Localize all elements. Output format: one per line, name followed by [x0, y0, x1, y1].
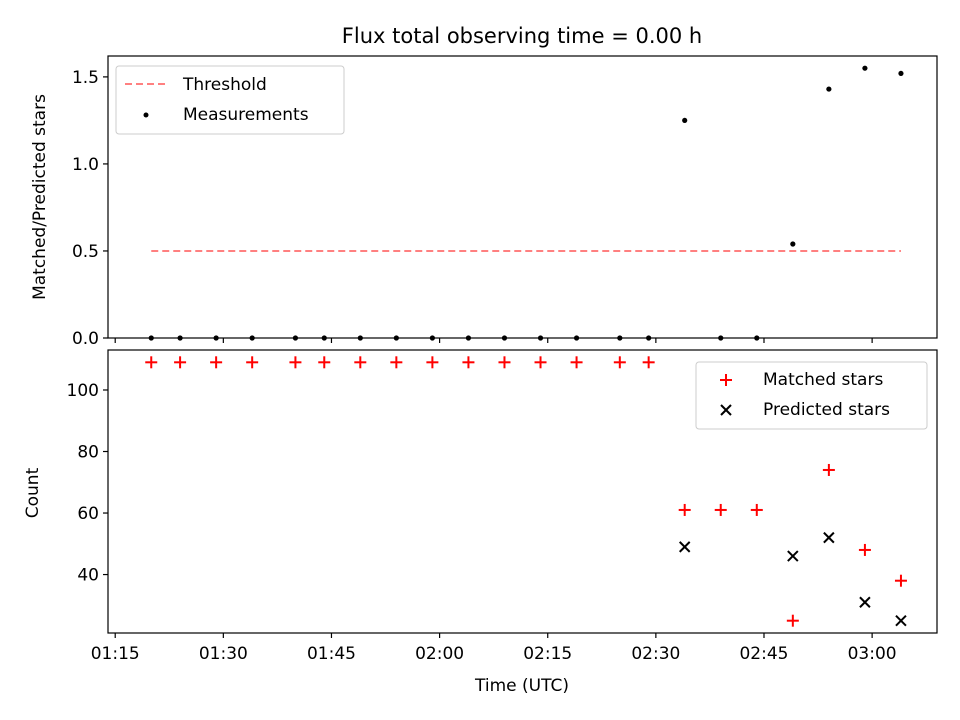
predicted-star-point [678, 541, 691, 553]
legend-matched-label: Matched stars [763, 370, 883, 390]
predicted-star-point [787, 550, 799, 562]
measurement-point [646, 335, 652, 341]
matched-star-point [498, 356, 511, 369]
measurement-point [429, 335, 435, 341]
matched-star-point [534, 356, 547, 369]
x-tick-label: 03:00 [848, 644, 897, 664]
predicted-star-point [823, 531, 835, 544]
top-panel: Matched/Predicted stars 0.0 0.5 1.0 1.5 [30, 55, 938, 349]
measurement-point [393, 335, 399, 341]
legend-predicted-marker [720, 404, 732, 416]
matched-star-point [642, 356, 655, 369]
matched-star-point [786, 614, 799, 627]
matched-star-point [145, 356, 158, 369]
x-tick-label: 02:45 [739, 644, 788, 664]
x-axis-label: Time (UTC) [474, 676, 569, 696]
measurement-point [862, 65, 868, 71]
bottom-y-tick-label: 100 [67, 381, 99, 401]
measurement-point [790, 241, 796, 247]
x-tick-label: 01:45 [307, 644, 356, 664]
bottom-y-tick-label: 40 [77, 566, 99, 586]
top-y-tick-label: 0.5 [72, 242, 99, 262]
legend-matched-marker [720, 374, 732, 386]
matched-star-point [289, 356, 302, 369]
measurement-point [826, 86, 832, 92]
bottom-y-tick-label: 60 [77, 504, 99, 524]
measurement-point [249, 335, 255, 341]
legend-threshold-label: Threshold [182, 75, 267, 95]
top-y-tick-label: 0.0 [72, 329, 99, 349]
bottom-axes-frame [107, 349, 938, 634]
measurement-point [213, 335, 219, 341]
matched-star-point [750, 503, 763, 516]
matched-star-point [246, 356, 259, 369]
matched-star-point [613, 356, 626, 369]
measurement-point [292, 335, 299, 341]
predicted-star-point [895, 614, 907, 627]
matched-star-point [858, 543, 871, 556]
top-y-axis-label: Matched/Predicted stars [30, 94, 50, 300]
chart-title: Flux total observing time = 0.00 h [342, 24, 702, 48]
matched-star-point [210, 356, 223, 369]
bottom-legend-box [695, 361, 928, 430]
x-tick-label: 01:15 [91, 644, 140, 664]
predicted-star-point [859, 596, 871, 608]
measurement-point [465, 335, 472, 341]
measurement-point [682, 117, 688, 124]
legend-predicted-label: Predicted stars [763, 400, 890, 420]
measurement-point [321, 335, 327, 341]
measurement-point [898, 70, 904, 77]
matched-star-point [462, 356, 475, 369]
bottom-y-tick-label: 80 [77, 443, 99, 463]
legend-measurements-marker [143, 112, 149, 118]
x-tick-label: 01:30 [199, 644, 248, 664]
measurement-point [501, 335, 508, 341]
matched-star-point [714, 503, 727, 516]
bottom-panel: Count Time (UTC) 40 60 80 100 01:15 01:30 01:4… [23, 349, 938, 696]
matched-star-point [318, 356, 331, 369]
measurement-point [718, 335, 724, 341]
legend-measurements-label: Measurements [183, 105, 309, 125]
top-legend-box [115, 65, 345, 135]
measurement-point [617, 335, 623, 341]
matched-star-point [174, 356, 187, 369]
x-tick-label: 02:15 [523, 644, 572, 664]
measurement-point [537, 335, 544, 341]
measurement-point [148, 335, 154, 341]
matched-star-point [390, 356, 403, 369]
bottom-legend: Matched stars Predicted stars [695, 361, 928, 430]
matched-star-point [570, 356, 583, 369]
measurement-point [357, 335, 363, 341]
top-axes-frame [107, 55, 938, 339]
matched-star-point [678, 503, 691, 516]
matched-star-point [894, 574, 907, 587]
top-y-tick-label: 1.5 [72, 68, 99, 88]
measurement-point [177, 335, 183, 341]
matched-star-point [822, 463, 835, 476]
x-tick-label: 02:00 [415, 644, 464, 664]
measurement-point [573, 335, 580, 341]
x-tick-label: 02:30 [631, 644, 680, 664]
top-legend: Threshold Measurements [115, 65, 345, 135]
matched-star-point [354, 356, 367, 369]
top-y-tick-label: 1.0 [72, 155, 99, 175]
measurement-point [754, 335, 760, 341]
matched-star-point [426, 356, 439, 369]
bottom-y-axis-label: Count [23, 467, 43, 518]
